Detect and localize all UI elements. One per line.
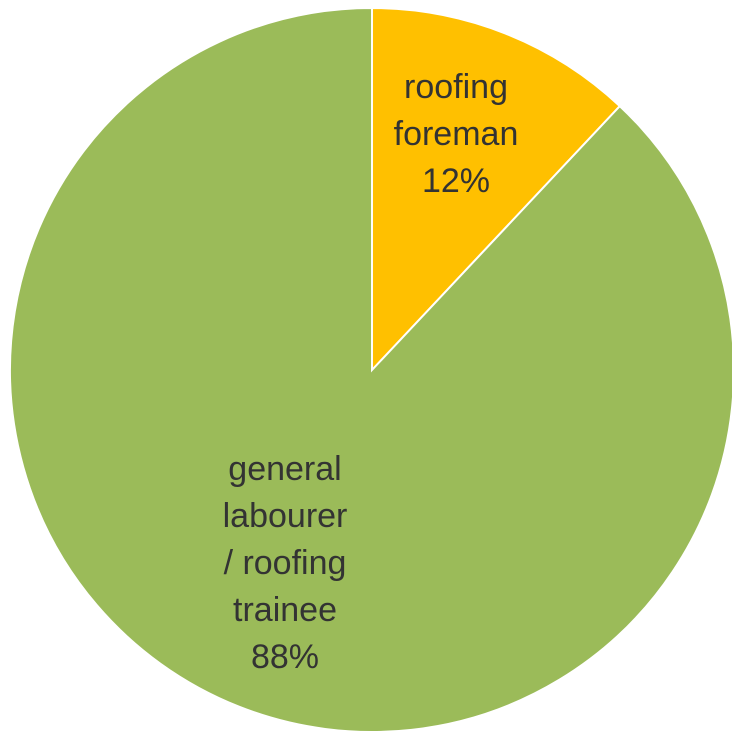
slice-percent-label: 12% bbox=[422, 162, 490, 200]
slice-category-label-line: roofing bbox=[404, 68, 508, 106]
slice-category-label-line: labourer bbox=[223, 497, 348, 535]
slice-label-1: general labourer / roofing trainee 88% bbox=[223, 450, 348, 676]
slice-label-0: roofing foreman 12% bbox=[394, 68, 519, 200]
slice-percent-label: 88% bbox=[251, 638, 319, 676]
slice-category-label-line: trainee bbox=[233, 591, 337, 629]
slice-category-label-line: foreman bbox=[394, 115, 519, 153]
slice-category-label-line: general bbox=[228, 450, 341, 488]
pie-slice-1 bbox=[9, 6, 732, 733]
pie-slice-0 bbox=[371, 6, 622, 373]
slice-category-label-line: / roofing bbox=[224, 544, 347, 582]
